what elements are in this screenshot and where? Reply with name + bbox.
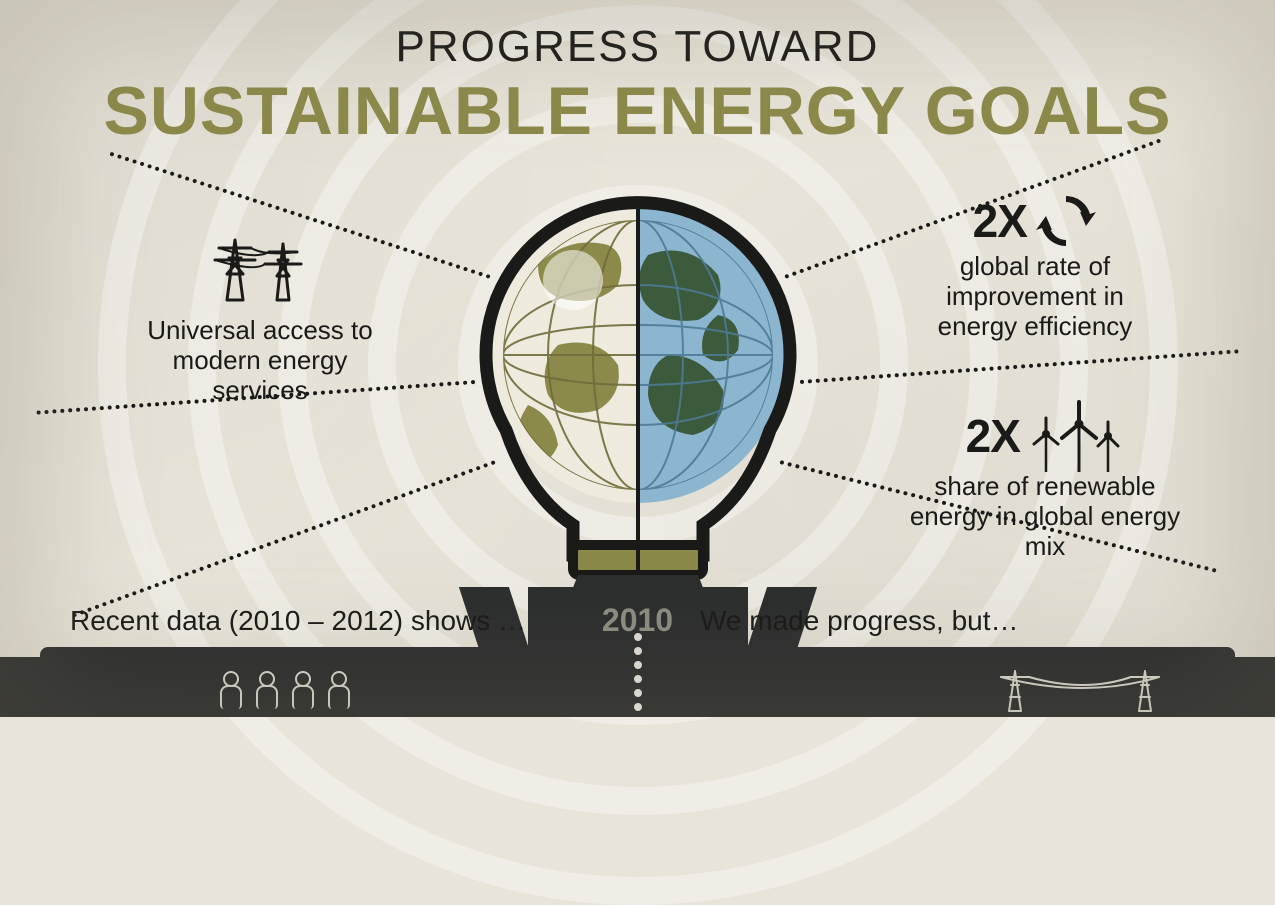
callout-text: global rate of improvement in energy eff… — [905, 252, 1165, 342]
callout-big-number: 2X — [966, 409, 1020, 463]
person-icon — [328, 671, 350, 711]
wind-turbines-icon — [1024, 400, 1124, 472]
title-block: PROGRESS TOWARD SUSTAINABLE ENERGY GOALS — [0, 22, 1275, 150]
ray — [800, 349, 1239, 384]
callout-renewable-share: 2X share of renewable energy in global e… — [905, 400, 1185, 562]
title-line-2: SUSTAINABLE ENERGY GOALS — [0, 72, 1275, 150]
timeline-dots — [634, 633, 642, 711]
person-icon — [256, 671, 278, 711]
power-lines-icon — [205, 230, 315, 310]
callout-big-number: 2X — [973, 194, 1027, 248]
band-powerline-icon — [985, 663, 1185, 713]
ray — [71, 460, 495, 618]
person-icon — [292, 671, 314, 711]
bottom-right-caption: We made progress, but… — [700, 605, 1019, 637]
callout-text: share of renewable energy in global ener… — [905, 472, 1185, 562]
callout-universal-access: Universal access to modern energy servic… — [130, 230, 390, 406]
person-icon — [220, 671, 242, 711]
callout-text: Universal access to modern energy servic… — [130, 316, 390, 406]
people-icons — [220, 671, 350, 711]
callout-efficiency: 2X global rate of improvement in energy … — [905, 190, 1165, 342]
title-line-1: PROGRESS TOWARD — [0, 22, 1275, 72]
cycle-arrows-icon — [1035, 190, 1097, 252]
bottom-left-caption: Recent data (2010 – 2012) shows … — [70, 605, 526, 637]
